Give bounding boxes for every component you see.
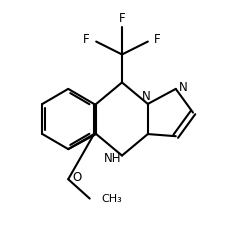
Text: N: N <box>179 81 188 94</box>
Text: N: N <box>142 90 151 103</box>
Text: F: F <box>119 12 125 25</box>
Text: F: F <box>154 33 161 46</box>
Text: O: O <box>73 171 82 183</box>
Text: CH₃: CH₃ <box>102 193 122 203</box>
Text: F: F <box>83 33 90 46</box>
Text: NH: NH <box>103 152 121 165</box>
